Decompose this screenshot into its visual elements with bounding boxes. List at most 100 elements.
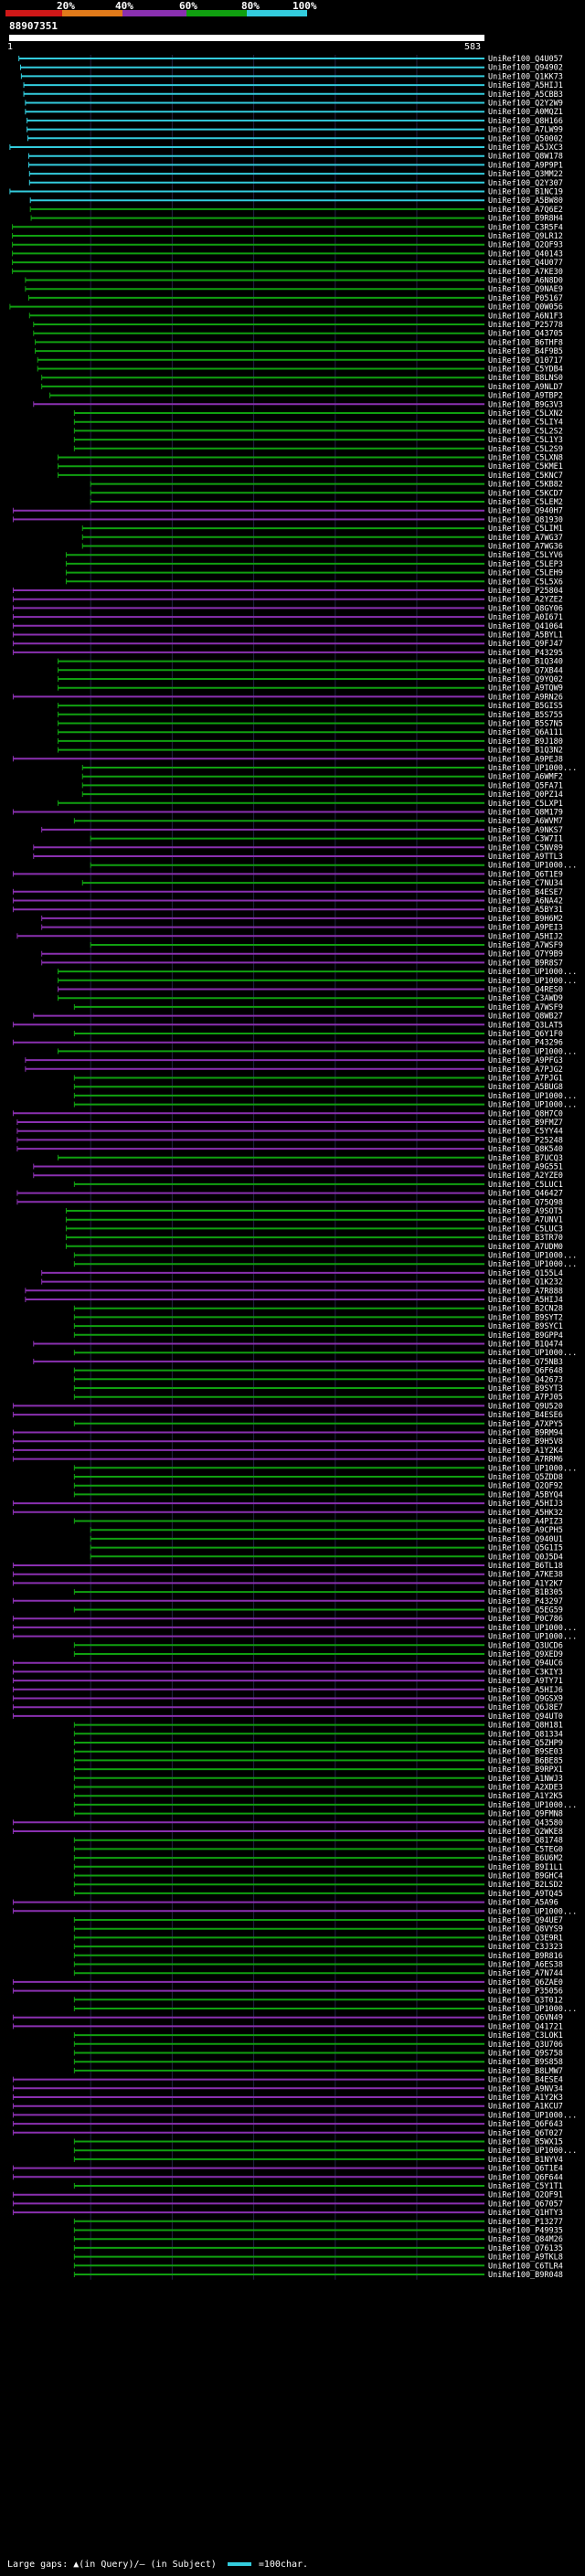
hit-label[interactable]: UniRef100_UP1000... — [488, 1349, 577, 1358]
hit-label[interactable]: UniRef100_A5A96 — [488, 1899, 558, 1908]
hit-label[interactable]: UniRef100_Q6F644 — [488, 2173, 563, 2182]
hit-label[interactable]: UniRef100_A7N744 — [488, 1969, 563, 1978]
hit-label[interactable]: UniRef100_A9PEI3 — [488, 924, 563, 933]
hit-label[interactable]: UniRef100_Q5FA71 — [488, 781, 563, 790]
hit-label[interactable]: UniRef100_A9TQ45 — [488, 1890, 563, 1899]
hit-label[interactable]: UniRef100_C5Y1T1 — [488, 2182, 563, 2191]
hit-label[interactable]: UniRef100_Q6T027 — [488, 2129, 563, 2138]
hit-label[interactable]: UniRef100_A7WSF9 — [488, 941, 563, 950]
hit-label[interactable]: UniRef100_Q9S758 — [488, 2050, 563, 2059]
hit-label[interactable]: UniRef100_C5L1Y3 — [488, 436, 563, 445]
hit-label[interactable]: UniRef100_Q6ZAE0 — [488, 1978, 563, 1988]
hit-label[interactable]: UniRef100_P43296 — [488, 1039, 563, 1048]
hit-label[interactable]: UniRef100_O76135 — [488, 2244, 563, 2253]
hit-label[interactable]: UniRef100_Q50002 — [488, 134, 563, 143]
hit-label[interactable]: UniRef100_Q1HTY3 — [488, 2209, 563, 2218]
hit-label[interactable]: UniRef100_Q2QF93 — [488, 241, 563, 250]
hit-label[interactable]: UniRef100_A1NWJ3 — [488, 1775, 563, 1784]
hit-label[interactable]: UniRef100_B6THF8 — [488, 338, 563, 347]
hit-label[interactable]: UniRef100_Q8GY06 — [488, 604, 563, 613]
hit-label[interactable]: UniRef100_A0MQZ1 — [488, 108, 563, 117]
hit-label[interactable]: UniRef100_Q94UE7 — [488, 1916, 563, 1925]
hit-label[interactable]: UniRef100_B1NC19 — [488, 188, 563, 197]
hit-label[interactable]: UniRef100_Q6F648 — [488, 1367, 563, 1376]
hit-label[interactable]: UniRef100_B9S858 — [488, 2058, 563, 2067]
hit-label[interactable]: UniRef100_Q75Q98 — [488, 1198, 563, 1207]
hit-label[interactable]: UniRef100_Q8WB27 — [488, 1012, 563, 1022]
hit-label[interactable]: UniRef100_P25804 — [488, 587, 563, 596]
hit-label[interactable]: UniRef100_UP1000... — [488, 1092, 577, 1101]
hit-label[interactable]: UniRef100_A9TY71 — [488, 1677, 563, 1686]
hit-label[interactable]: UniRef100_B9SYC1 — [488, 1322, 563, 1331]
hit-label[interactable]: UniRef100_Q3UCD6 — [488, 1641, 563, 1650]
hit-label[interactable]: UniRef100_UP1000... — [488, 1624, 577, 1633]
hit-label[interactable]: UniRef100_Q42673 — [488, 1375, 563, 1384]
hit-label[interactable]: UniRef100_Q0W056 — [488, 303, 563, 313]
hit-label[interactable]: UniRef100_Q3T012 — [488, 1996, 563, 2005]
hit-label[interactable]: UniRef100_Q84M26 — [488, 2235, 563, 2244]
hit-label[interactable]: UniRef100_Q41064 — [488, 622, 563, 631]
hit-label[interactable]: UniRef100_A1Y2K3 — [488, 2094, 563, 2103]
hit-label[interactable]: UniRef100_B1NYV4 — [488, 2156, 563, 2165]
hit-label[interactable]: UniRef100_A6WVM7 — [488, 817, 563, 826]
hit-label[interactable]: UniRef100_B9H6M2 — [488, 915, 563, 924]
hit-label[interactable]: UniRef100_C5LXP1 — [488, 800, 563, 809]
hit-label[interactable]: UniRef100_A7WG37 — [488, 534, 563, 543]
hit-label[interactable]: UniRef100_A7WSF9 — [488, 1003, 563, 1012]
hit-label[interactable]: UniRef100_C3J323 — [488, 1943, 563, 1952]
hit-label[interactable]: UniRef100_UP1000... — [488, 977, 577, 986]
hit-label[interactable]: UniRef100_A2YZE2 — [488, 596, 563, 605]
hit-label[interactable]: UniRef100_Q7Y9B9 — [488, 950, 563, 959]
hit-label[interactable]: UniRef100_B1Q340 — [488, 658, 563, 667]
hit-label[interactable]: UniRef100_C3W7I1 — [488, 835, 563, 844]
hit-label[interactable]: UniRef100_Q5ZDD8 — [488, 1473, 563, 1482]
hit-label[interactable]: UniRef100_A9NV34 — [488, 2084, 563, 2094]
hit-label[interactable]: UniRef100_Q5ZHP9 — [488, 1739, 563, 1748]
hit-label[interactable]: UniRef100_Q6VN49 — [488, 2014, 563, 2023]
hit-label[interactable]: UniRef100_Q9FJ47 — [488, 640, 563, 649]
hit-label[interactable]: UniRef100_Q7XB44 — [488, 666, 563, 675]
hit-label[interactable]: UniRef100_C3R5F4 — [488, 223, 563, 232]
hit-label[interactable]: UniRef100_A6WMF2 — [488, 773, 563, 782]
hit-label[interactable]: UniRef100_Q2Y307 — [488, 179, 563, 188]
hit-label[interactable]: UniRef100_P25248 — [488, 1136, 563, 1145]
hit-label[interactable]: UniRef100_UP1000... — [488, 862, 577, 871]
hit-label[interactable]: UniRef100_C5TEG0 — [488, 1845, 563, 1854]
hit-label[interactable]: UniRef100_A5BUG8 — [488, 1083, 563, 1092]
hit-label[interactable]: UniRef100_A1Y2K5 — [488, 1792, 563, 1801]
hit-label[interactable]: UniRef100_A5BYQ4 — [488, 1490, 563, 1500]
hit-label[interactable]: UniRef100_B1Q474 — [488, 1341, 563, 1350]
hit-label[interactable]: UniRef100_Q2WKE8 — [488, 1828, 563, 1837]
hit-label[interactable]: UniRef100_C5KB82 — [488, 481, 563, 490]
hit-label[interactable]: UniRef100_Q8K540 — [488, 1145, 563, 1154]
hit-label[interactable]: UniRef100_UP1000... — [488, 1464, 577, 1473]
hit-label[interactable]: UniRef100_Q6Y1F0 — [488, 1030, 563, 1039]
hit-label[interactable]: UniRef100_C5KCD7 — [488, 489, 563, 498]
hit-label[interactable]: UniRef100_B9G3V3 — [488, 400, 563, 409]
hit-label[interactable]: UniRef100_Q8W178 — [488, 153, 563, 162]
hit-label[interactable]: UniRef100_B9SE03 — [488, 1748, 563, 1757]
hit-label[interactable]: UniRef100_A7UDM0 — [488, 1243, 563, 1252]
hit-label[interactable]: UniRef100_Q5G1I5 — [488, 1544, 563, 1553]
hit-label[interactable]: UniRef100_A6N1F3 — [488, 312, 563, 321]
hit-label[interactable]: UniRef100_C5LEP3 — [488, 560, 563, 569]
hit-label[interactable]: UniRef100_B5S7N5 — [488, 720, 563, 729]
hit-label[interactable]: UniRef100_Q43705 — [488, 330, 563, 339]
hit-label[interactable]: UniRef100_A6N8D0 — [488, 277, 563, 286]
hit-label[interactable]: UniRef100_A5HIJ3 — [488, 1500, 563, 1509]
hit-label[interactable]: UniRef100_A0I671 — [488, 613, 563, 622]
hit-label[interactable]: UniRef100_B9RM94 — [488, 1429, 563, 1438]
hit-label[interactable]: UniRef100_A9PEJ8 — [488, 755, 563, 764]
hit-label[interactable]: UniRef100_Q75NB3 — [488, 1358, 563, 1367]
hit-label[interactable]: UniRef100_P35056 — [488, 1988, 563, 1997]
hit-label[interactable]: UniRef100_A9TBP2 — [488, 392, 563, 401]
hit-label[interactable]: UniRef100_A2XDE3 — [488, 1784, 563, 1793]
hit-label[interactable]: UniRef100_Q3LAT5 — [488, 1021, 563, 1030]
hit-label[interactable]: UniRef100_A9TQW9 — [488, 684, 563, 694]
hit-label[interactable]: UniRef100_Q40143 — [488, 249, 563, 259]
hit-label[interactable]: UniRef100_P43297 — [488, 1597, 563, 1606]
hit-label[interactable]: UniRef100_A5HIJ6 — [488, 1686, 563, 1695]
hit-label[interactable]: UniRef100_Q6T1E9 — [488, 870, 563, 879]
hit-label[interactable]: UniRef100_A7KE30 — [488, 268, 563, 277]
hit-label[interactable]: UniRef100_B8LNS0 — [488, 374, 563, 383]
